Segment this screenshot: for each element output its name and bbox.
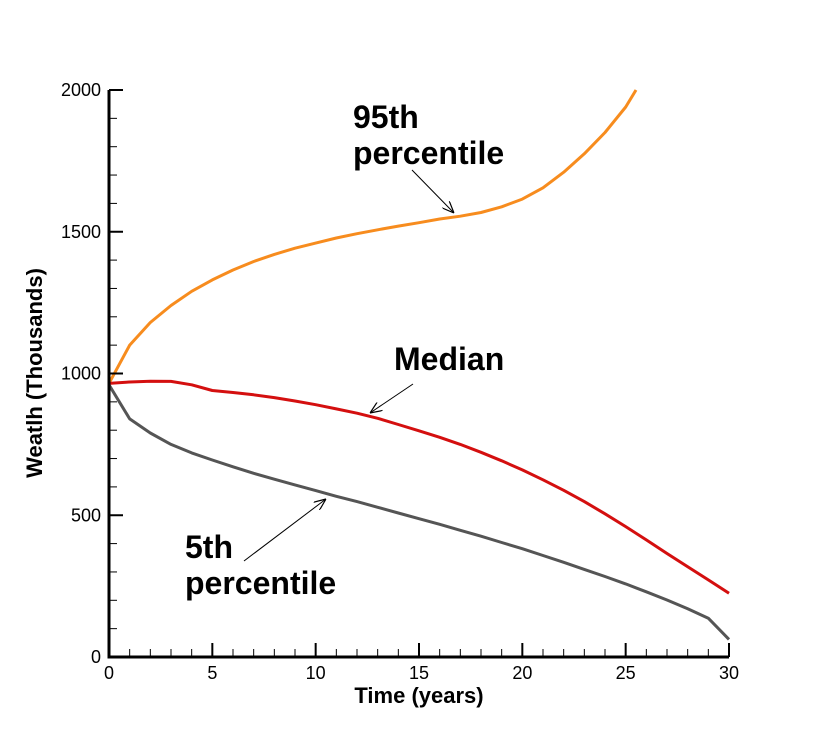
x-tick-label: 0: [104, 663, 114, 683]
x-tick-label: 10: [306, 663, 326, 683]
annotation-5th-line2: percentile: [185, 565, 336, 601]
axes: [107, 89, 730, 659]
annotation-median-text: Median: [394, 341, 504, 377]
annotation-5th-arrow: [243, 499, 326, 562]
series-layer: [107, 89, 731, 641]
y-tick-label: 1500: [61, 222, 101, 242]
x-tick-label: 30: [719, 663, 739, 683]
series-95th-line: [107, 89, 638, 385]
tick-labels: 0 500 1000 1500 2000 0 5 10 15 20 25 30: [61, 80, 739, 683]
annotation-95th-line1: 95th: [353, 99, 419, 135]
annotation-95th-arrow: [411, 169, 454, 213]
x-axis-title: Time (years): [354, 683, 483, 708]
y-tick-label: 0: [91, 647, 101, 667]
y-tick-label: 1000: [61, 364, 101, 384]
annotation-5th-line1: 5th: [185, 529, 233, 565]
x-tick-label: 25: [616, 663, 636, 683]
x-tick-label: 20: [512, 663, 532, 683]
annotation-95th-line2: percentile: [353, 135, 504, 171]
series-median-line: [108, 379, 730, 595]
annotation-median-arrow: [370, 383, 414, 413]
x-tick-label: 5: [207, 663, 217, 683]
y-tick-label: 2000: [61, 80, 101, 100]
series-5th-line: [107, 384, 731, 641]
annotations: 95th percentile Median 5th percentile: [185, 99, 504, 601]
x-tick-label: 15: [409, 663, 429, 683]
y-axis-title: Weatlh (Thousands): [22, 268, 47, 478]
y-tick-label: 500: [71, 505, 101, 525]
